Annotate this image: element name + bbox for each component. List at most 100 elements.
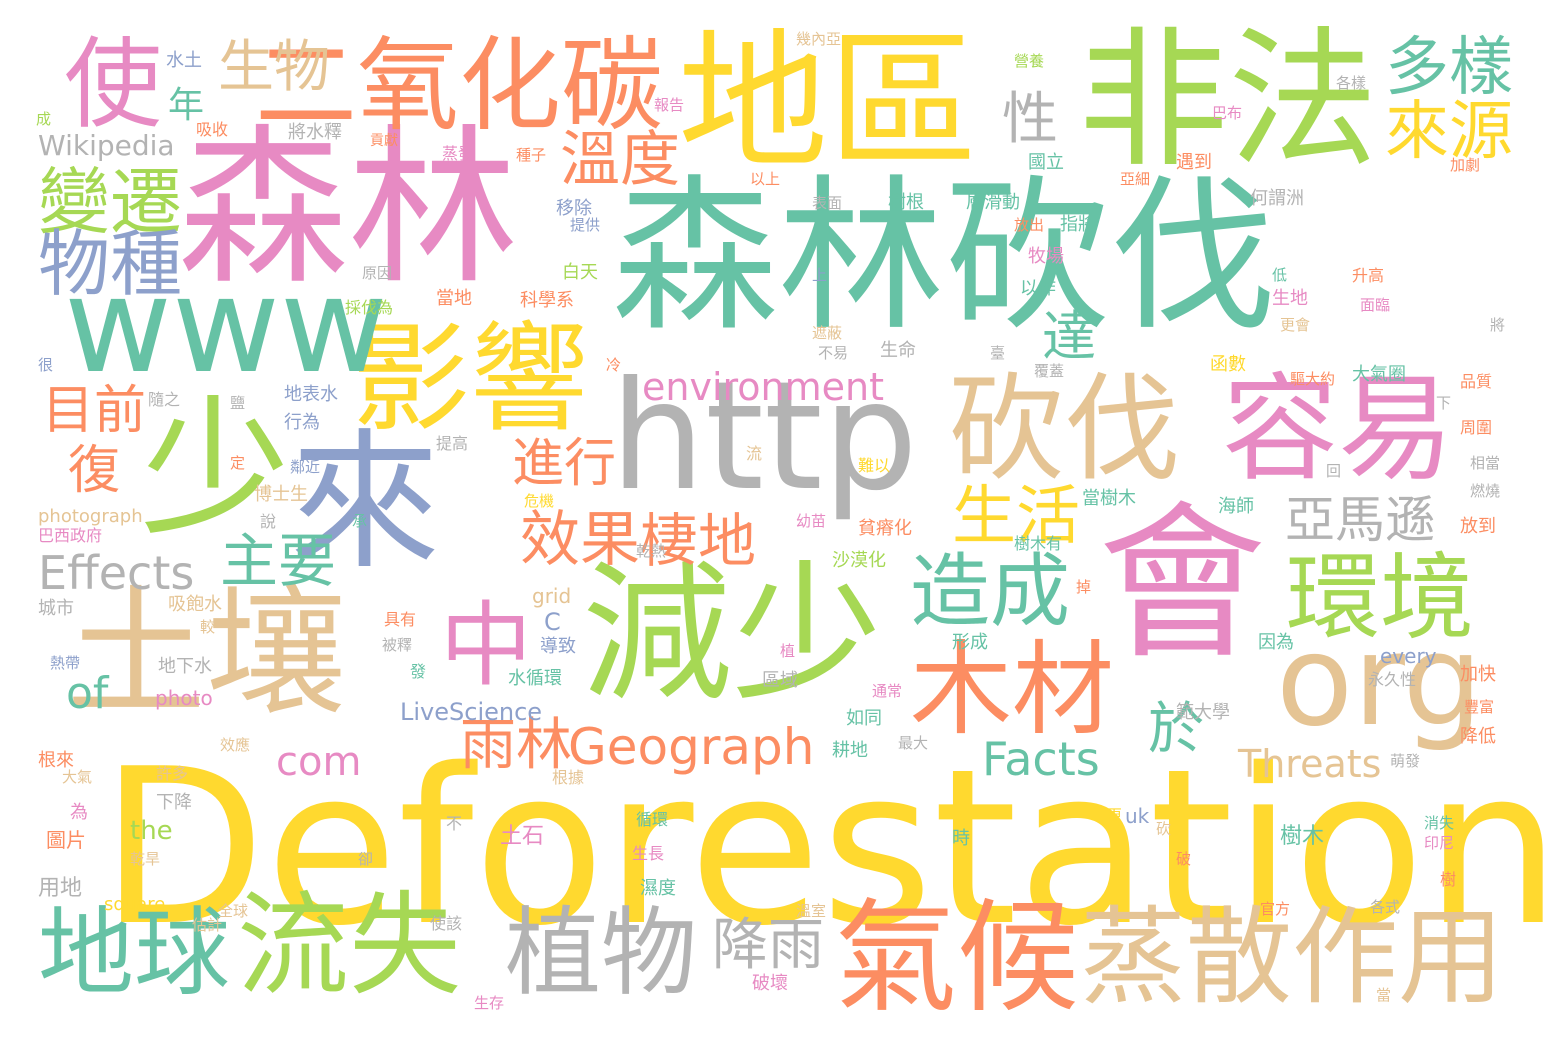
word-humidity: 濕度 — [640, 878, 676, 899]
word-year: 年 — [168, 85, 205, 126]
word-shade: 遮蔽 — [812, 324, 843, 342]
word-effect-small: 效應 — [220, 736, 251, 754]
word-function: 函數 — [1210, 354, 1246, 375]
word-surface-water: 地表水 — [284, 384, 338, 405]
word-life: 生活 — [952, 480, 1080, 554]
word-grid: grid — [532, 584, 572, 608]
word-plants: 植物 — [505, 897, 697, 1009]
word-at: 於 — [1148, 697, 1204, 762]
word-absorb: 吸收 — [196, 120, 229, 139]
word-raise: 提高 — [436, 434, 469, 453]
word-form: 形成 — [952, 632, 988, 653]
word-wikipedia: Wikipedia — [38, 129, 175, 162]
word-tropical: 熱帶 — [50, 654, 81, 672]
word-less: 少 — [140, 383, 291, 557]
word-national: 國立 — [1028, 152, 1064, 173]
word-even-more: 更會 — [1280, 316, 1311, 334]
word-photograph: photograph — [38, 506, 143, 527]
word-like: 如同 — [846, 708, 882, 729]
word-when-trees: 當樹木 — [1082, 488, 1136, 509]
word-trees-have: 樹木有 — [1014, 534, 1063, 553]
word-behavior: 行為 — [284, 412, 320, 433]
word-will: 將 — [1490, 316, 1506, 334]
word-equivalent: 相當 — [1470, 454, 1501, 472]
word-flow: 流 — [746, 444, 763, 463]
word-usually: 通常 — [872, 682, 903, 700]
word-life-span: 生命 — [880, 340, 916, 361]
word-geograph: Geograph — [568, 718, 815, 776]
word-logging-as: 採伐為 — [345, 298, 394, 317]
word-release-water: 將水釋 — [288, 122, 342, 143]
word-water-cycle: 水循環 — [508, 668, 562, 689]
word-break: 破 — [1176, 850, 1192, 868]
word-guinea: 幾內亞 — [796, 30, 842, 48]
word-rich: 豐富 — [1464, 698, 1495, 716]
word-have: 具有 — [384, 610, 417, 629]
word-but: 卻 — [358, 850, 374, 868]
word-low: 低 — [1272, 266, 1288, 284]
word-source: 來源 — [1385, 95, 1513, 169]
word-threats: Threats — [1238, 742, 1382, 786]
word-as: 為 — [70, 802, 88, 823]
word-tai: 臺 — [990, 344, 1006, 362]
word-atmosphere-sphere: 大氣圈 — [1352, 364, 1406, 385]
word-reason: 原因 — [362, 264, 393, 282]
word-loss: 流失 — [237, 881, 461, 1011]
word-timber: 木材 — [910, 631, 1114, 750]
word-region: 地區 — [678, 16, 979, 190]
word-grow: 生長 — [632, 844, 665, 863]
word-when: 時 — [952, 828, 970, 849]
word-reduce: 減少 — [582, 548, 883, 722]
word-impact: 影響 — [352, 310, 589, 448]
word-main: 主要 — [220, 527, 337, 595]
word-more: 更 — [1106, 806, 1123, 825]
word-picture: 圖片 — [46, 828, 86, 852]
word-quality: 品質 — [1460, 372, 1493, 391]
word-science-dept: 科學系 — [520, 290, 574, 311]
word-area: 區域 — [762, 670, 798, 691]
word-debris: 土石 — [500, 824, 545, 849]
word-seedling: 幼苗 — [796, 512, 827, 530]
word-papua: 巴布 — [1212, 104, 1243, 122]
word-sea: 海師 — [1218, 496, 1254, 517]
word-normal-univ: 範大學 — [1176, 702, 1230, 723]
word-provide: 提供 — [570, 216, 601, 234]
word-square: square — [104, 894, 166, 915]
word-approx: 驅大約 — [1290, 370, 1336, 388]
word-roots: 樹根 — [888, 192, 924, 213]
word-back: 回 — [1326, 462, 1342, 480]
word-compare: 較 — [200, 618, 216, 636]
word-emit: 發 — [410, 662, 427, 681]
word-nutrition: 營養 — [1014, 52, 1045, 70]
word-rise: 升高 — [1352, 266, 1385, 285]
word-tree: 樹 — [1440, 870, 1457, 889]
word-plant-small: 植 — [780, 642, 796, 660]
word-then: 隨之 — [148, 390, 181, 409]
word-http: http — [610, 350, 918, 524]
word-livescience: LiveScience — [400, 698, 543, 726]
word-cut: 砍伐 — [948, 362, 1180, 497]
word-species: 物種 — [38, 222, 183, 306]
word-saturated: 吸飽水 — [168, 594, 222, 615]
word-change: 變遷 — [38, 160, 183, 244]
word-asia: 亞細 — [1120, 170, 1151, 188]
word-cold: 冷 — [606, 356, 622, 374]
word-not-easy: 不易 — [818, 344, 849, 362]
word-daytime: 白天 — [562, 262, 598, 283]
word-face: 面臨 — [1360, 296, 1391, 314]
word-middle: 中 — [440, 592, 533, 699]
word-estimate: 估計 — [192, 916, 223, 934]
word-all-kinds: 各樣 — [1336, 74, 1367, 92]
word-environment-zh: 環境 — [1286, 544, 1475, 653]
word-easy: 容易 — [1222, 362, 1454, 497]
word-root-from: 根來 — [38, 750, 74, 771]
word-global: 全球 — [218, 902, 249, 920]
word-groundwater: 地下水 — [158, 656, 212, 677]
word-permanent: 永久性 — [1368, 670, 1417, 689]
word-hard-to: 難以 — [858, 456, 891, 475]
word-habitat: 棲地 — [640, 507, 757, 575]
word-biology: 生物 — [218, 35, 330, 100]
word-released: 被釋 — [382, 636, 413, 654]
word-bear: 承 — [352, 512, 368, 530]
